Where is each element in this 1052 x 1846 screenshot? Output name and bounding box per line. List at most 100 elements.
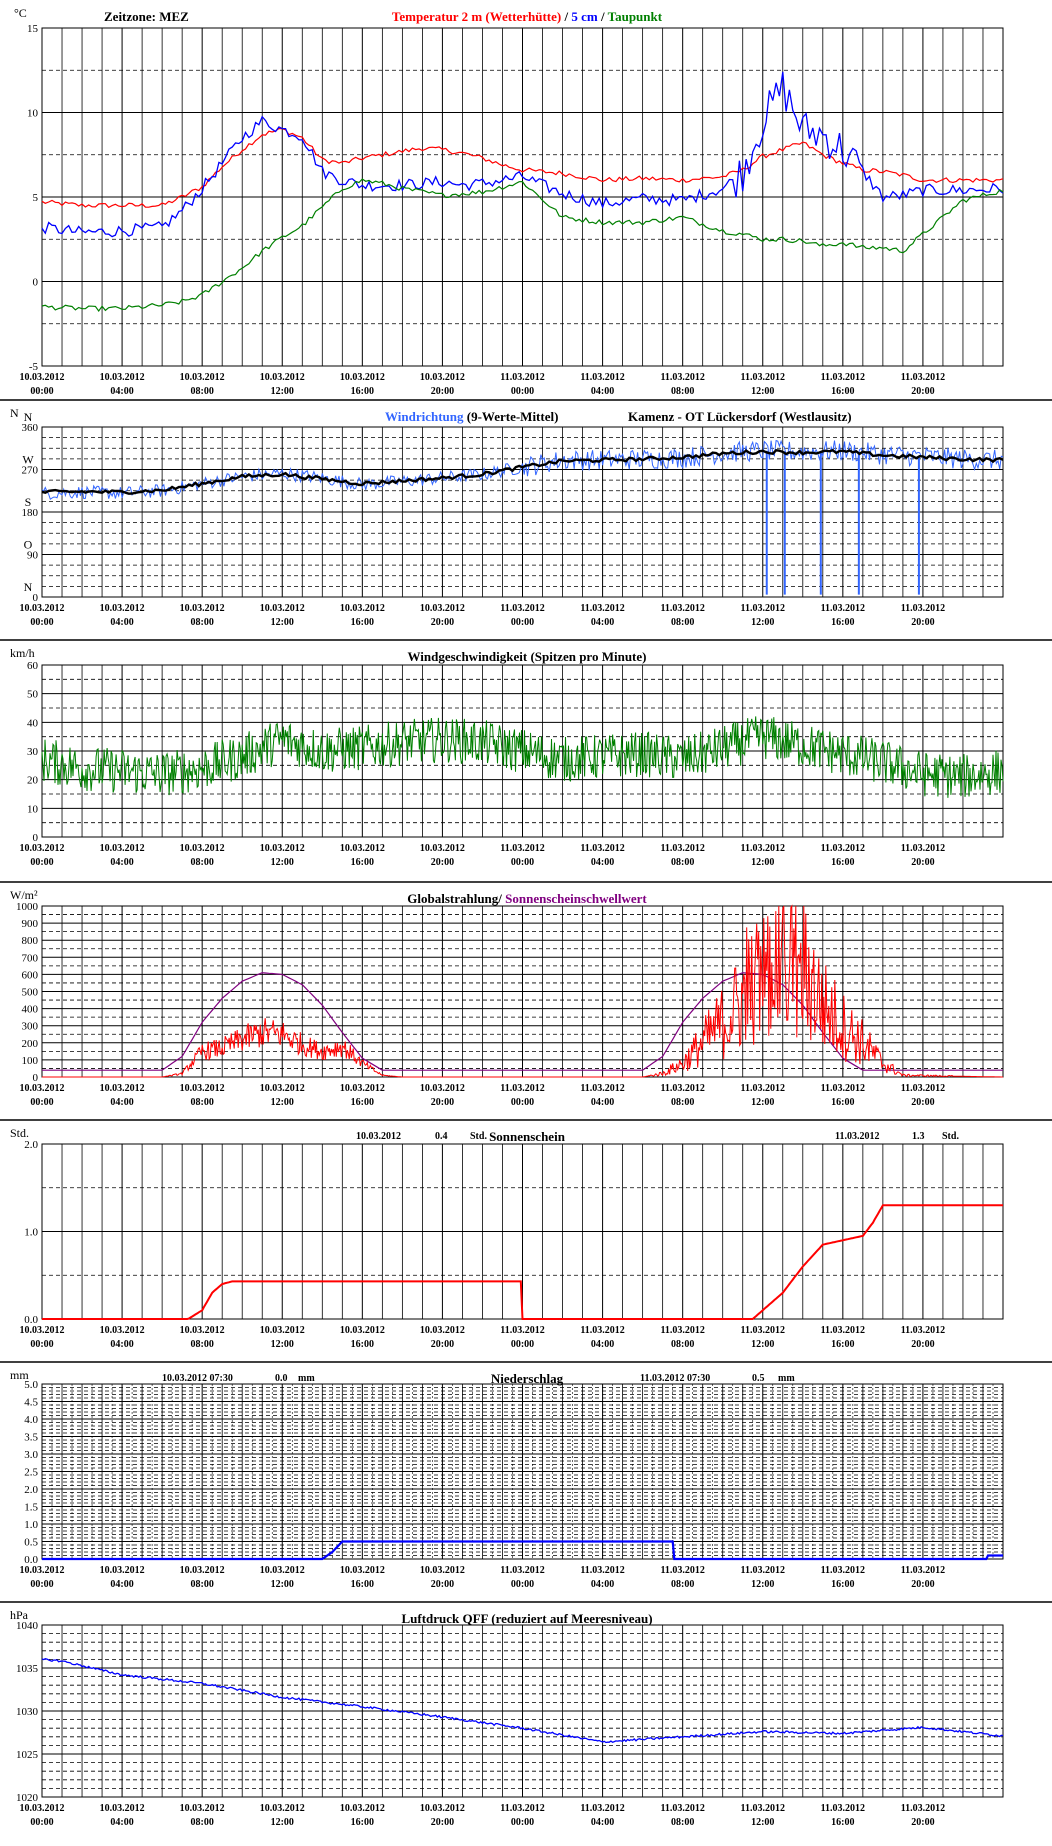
x-tick-date: 10.03.2012 xyxy=(20,1083,65,1094)
chart-title-part: Niederschlag xyxy=(491,1371,564,1386)
x-tick-date: 11.03.2012 xyxy=(500,372,544,383)
x-tick-date: 10.03.2012 xyxy=(340,1803,385,1814)
x-tick-date: 11.03.2012 xyxy=(580,1565,624,1576)
x-tick-date: 11.03.2012 xyxy=(660,843,704,854)
y-tick-label: 2.5 xyxy=(24,1467,38,1479)
x-tick-time: 20:00 xyxy=(911,857,934,868)
precip-dense-grid xyxy=(51,1384,994,1559)
x-tick-date: 10.03.2012 xyxy=(260,372,305,383)
annotation-date: 11.03.2012 xyxy=(835,1131,879,1142)
y-tick-label: -5 xyxy=(29,361,39,373)
y-tick-label: 700 xyxy=(22,952,39,964)
annotation-date: 11.03.2012 07:30 xyxy=(640,1373,710,1384)
y-axis-unit: °C xyxy=(14,6,27,20)
x-tick-time: 20:00 xyxy=(911,1339,934,1350)
x-tick-date: 10.03.2012 xyxy=(100,843,145,854)
chart-panel-sunshine: 0.01.02.0Std.10.03.201200:0010.03.201204… xyxy=(0,1119,1052,1350)
x-tick-date: 10.03.2012 xyxy=(20,843,65,854)
x-tick-time: 20:00 xyxy=(911,386,934,397)
direction-label: N xyxy=(24,580,33,594)
x-tick-time: 00:00 xyxy=(30,617,53,628)
x-tick-time: 00:00 xyxy=(511,1579,534,1590)
plot-frame xyxy=(41,1624,1004,1798)
y-tick-label: 400 xyxy=(22,1004,39,1016)
x-tick-date: 11.03.2012 xyxy=(500,1083,544,1094)
y-tick-label: 50 xyxy=(27,689,39,701)
series-line xyxy=(41,178,1004,313)
chart-title-part: Windgeschwindigkeit (Spitzen pro Minute) xyxy=(408,649,647,664)
x-tick-time: 16:00 xyxy=(351,1097,374,1108)
plot-frame xyxy=(41,1383,1004,1560)
x-tick-time: 16:00 xyxy=(831,857,854,868)
annotation-date: 10.03.2012 07:30 xyxy=(162,1373,233,1384)
chart-panel-precipitation: 0.00.51.01.52.02.53.03.54.04.55.0mm10.03… xyxy=(0,1361,1052,1590)
x-tick-date: 10.03.2012 xyxy=(100,1565,145,1576)
x-tick-time: 04:00 xyxy=(591,617,614,628)
x-tick-time: 20:00 xyxy=(431,617,454,628)
chart-title-part: Sonnenscheinschwellwert xyxy=(505,891,647,906)
x-tick-time: 04:00 xyxy=(110,1339,133,1350)
x-tick-date: 11.03.2012 xyxy=(660,603,704,614)
x-tick-date: 11.03.2012 xyxy=(741,1083,785,1094)
x-tick-date: 11.03.2012 xyxy=(580,1083,624,1094)
x-tick-date: 11.03.2012 xyxy=(901,603,945,614)
series-line xyxy=(41,1658,1004,1744)
x-tick-date: 10.03.2012 xyxy=(340,1565,385,1576)
series-line xyxy=(42,972,1003,1071)
chart-title-part: Taupunkt xyxy=(608,9,663,24)
annotation-date: 10.03.2012 xyxy=(356,1131,401,1142)
y-axis-unit: mm xyxy=(10,1368,29,1382)
x-tick-time: 00:00 xyxy=(30,1339,53,1350)
x-tick-time: 12:00 xyxy=(751,857,774,868)
y-tick-label: 60 xyxy=(27,660,39,672)
x-tick-time: 08:00 xyxy=(671,1097,694,1108)
x-tick-date: 11.03.2012 xyxy=(580,372,624,383)
y-axis-unit: W/m² xyxy=(10,888,38,902)
chart-title: Globalstrahlung/ Sonnenscheinschwellwert xyxy=(407,891,647,906)
y-axis-unit: km/h xyxy=(10,646,35,660)
x-tick-date: 11.03.2012 xyxy=(821,372,865,383)
x-tick-date: 10.03.2012 xyxy=(180,1325,225,1336)
x-tick-time: 08:00 xyxy=(671,617,694,628)
x-tick-time: 20:00 xyxy=(431,386,454,397)
x-tick-date: 11.03.2012 xyxy=(741,1803,785,1814)
x-tick-time: 08:00 xyxy=(190,1817,213,1828)
chart-title-part: Luftdruck QFF (reduziert auf Meeresnivea… xyxy=(401,1611,652,1626)
plot-frame xyxy=(41,664,1004,838)
x-tick-date: 11.03.2012 xyxy=(500,843,544,854)
x-tick-date: 10.03.2012 xyxy=(20,603,65,614)
direction-label: W xyxy=(22,453,34,467)
x-tick-date: 11.03.2012 xyxy=(821,603,865,614)
x-tick-date: 10.03.2012 xyxy=(340,1325,385,1336)
y-tick-label: 0.0 xyxy=(24,1554,38,1566)
chart-title-part: (9-Werte-Mittel) xyxy=(464,409,559,424)
y-tick-label: 900 xyxy=(22,918,39,930)
y-tick-label: 1.0 xyxy=(24,1519,38,1531)
x-tick-time: 12:00 xyxy=(751,1097,774,1108)
x-tick-date: 10.03.2012 xyxy=(100,1083,145,1094)
series-line xyxy=(41,127,1004,209)
direction-label: O xyxy=(24,538,33,552)
x-tick-date: 10.03.2012 xyxy=(260,1325,305,1336)
y-tick-label: 2.0 xyxy=(24,1484,38,1496)
x-tick-time: 00:00 xyxy=(30,386,53,397)
x-tick-time: 08:00 xyxy=(190,857,213,868)
x-tick-time: 00:00 xyxy=(30,1817,53,1828)
x-tick-date: 11.03.2012 xyxy=(901,1565,945,1576)
x-tick-time: 12:00 xyxy=(271,1339,294,1350)
y-tick-label: 1.0 xyxy=(24,1227,38,1239)
x-tick-time: 20:00 xyxy=(911,1817,934,1828)
y-tick-label: 1020 xyxy=(16,1792,39,1804)
chart-title-part: / xyxy=(561,9,571,24)
x-tick-time: 12:00 xyxy=(271,857,294,868)
x-tick-time: 12:00 xyxy=(271,1579,294,1590)
x-tick-time: 00:00 xyxy=(511,617,534,628)
y-tick-label: 180 xyxy=(22,507,39,519)
x-tick-time: 12:00 xyxy=(751,617,774,628)
y-tick-label: 5.0 xyxy=(24,1379,38,1391)
x-tick-date: 10.03.2012 xyxy=(420,603,465,614)
x-tick-time: 20:00 xyxy=(911,1097,934,1108)
y-tick-label: 1030 xyxy=(16,1706,39,1718)
direction-label: N xyxy=(24,410,33,424)
y-tick-label: 1000 xyxy=(16,901,39,913)
